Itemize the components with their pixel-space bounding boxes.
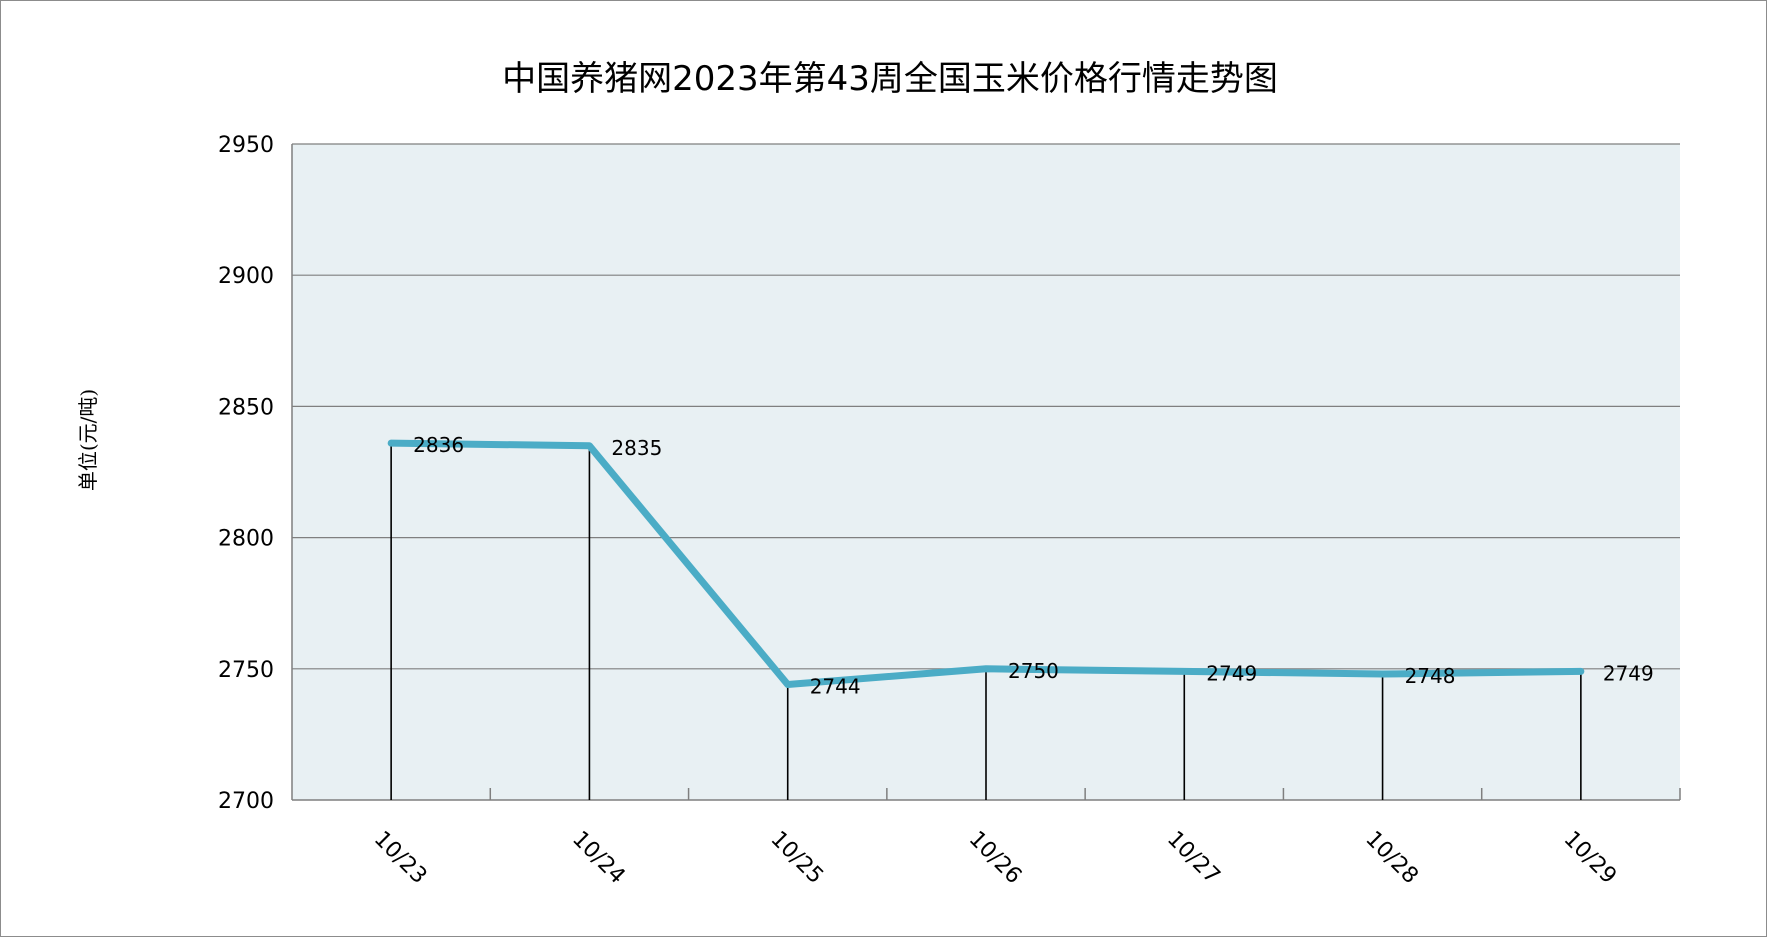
series-line [387,439,1585,689]
data-label: 2836 [413,433,464,457]
data-label: 2835 [611,436,662,460]
data-labels: 2836 2835 2744 2750 2749 2748 2749 [413,433,1654,698]
x-axis-ticks: 10/23 10/24 10/25 10/26 10/27 10/28 10/29 [369,827,1621,890]
data-label: 2748 [1405,664,1456,688]
y-tick-label: 2900 [218,264,274,289]
series-line-group [387,439,1585,689]
chart-title: 中国养猪网2023年第43周全国玉米价格行情走势图 [502,59,1278,99]
data-label: 2749 [1206,661,1257,685]
drop-lines [390,443,1582,800]
y-tick-label: 2850 [218,395,274,420]
y-tick-label: 2800 [218,527,274,552]
x-tick-label: 10/28 [1360,827,1423,890]
data-label: 2750 [1008,659,1059,683]
x-tick-label: 10/27 [1162,827,1225,890]
y-tick-label: 2950 [218,133,274,158]
y-axis-ticks: 2950 2900 2850 2800 2750 2700 [218,133,274,814]
x-tick-label: 10/29 [1559,827,1622,890]
x-tick-label: 10/26 [964,827,1027,890]
x-tick-label: 10/24 [567,827,630,890]
x-tick-label: 10/25 [765,827,828,890]
data-label: 2749 [1603,661,1654,685]
y-tick-label: 2750 [218,658,274,683]
y-axis-label: 单位(元/吨) [76,389,100,491]
x-tick-label: 10/23 [369,827,432,890]
data-label: 2744 [810,675,861,699]
y-tick-label: 2700 [218,789,274,814]
